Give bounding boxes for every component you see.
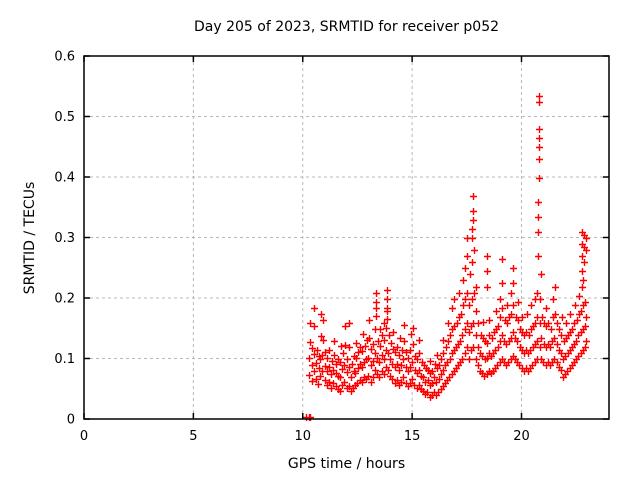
x-tick-label: 0: [80, 429, 88, 444]
gridlines: [84, 56, 609, 419]
y-tick-label: 0.1: [54, 352, 75, 367]
y-tick-label: 0.2: [54, 292, 75, 307]
y-tick-label: 0.5: [54, 110, 75, 125]
x-tick-label: 20: [513, 429, 530, 444]
x-tick-label: 10: [294, 429, 311, 444]
y-tick-label: 0.4: [54, 171, 75, 186]
data-points: [303, 93, 590, 421]
chart-title: Day 205 of 2023, SRMTID for receiver p05…: [193, 19, 500, 35]
x-axis-label: GPS time / hours: [287, 456, 406, 472]
y-tick-label: 0.3: [54, 231, 75, 246]
axis-ticks: [83, 55, 609, 420]
y-tick-label: 0.6: [54, 50, 75, 65]
x-tick-label: 15: [404, 429, 421, 444]
y-tick-label: 0: [67, 413, 75, 428]
x-tick-label: 5: [189, 429, 197, 444]
